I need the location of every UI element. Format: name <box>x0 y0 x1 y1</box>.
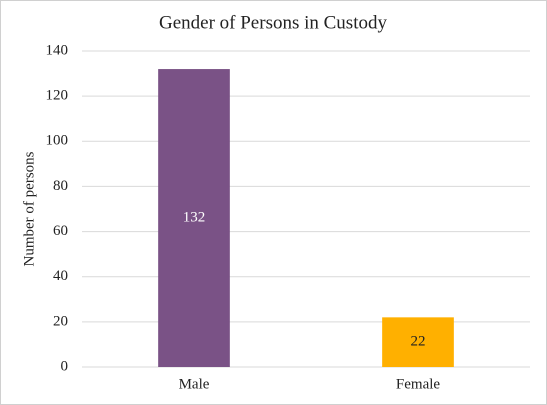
y-tick-label: 60 <box>53 223 68 239</box>
y-axis-label: Number of persons <box>21 151 37 266</box>
y-tick-label: 100 <box>46 133 69 149</box>
bar <box>382 317 454 367</box>
bar <box>158 69 230 368</box>
y-tick-label: 0 <box>61 358 69 374</box>
data-label: 22 <box>411 334 426 350</box>
y-tick-label: 20 <box>53 313 68 329</box>
y-tick-label: 40 <box>53 268 68 284</box>
x-tick-label: Male <box>179 376 210 392</box>
y-tick-label: 120 <box>46 88 69 104</box>
chart-title: Gender of Persons in Custody <box>159 12 387 33</box>
y-tick-label: 140 <box>46 42 69 58</box>
x-tick-label: Female <box>396 376 440 392</box>
y-tick-label: 80 <box>53 178 68 194</box>
data-label: 132 <box>183 209 206 225</box>
